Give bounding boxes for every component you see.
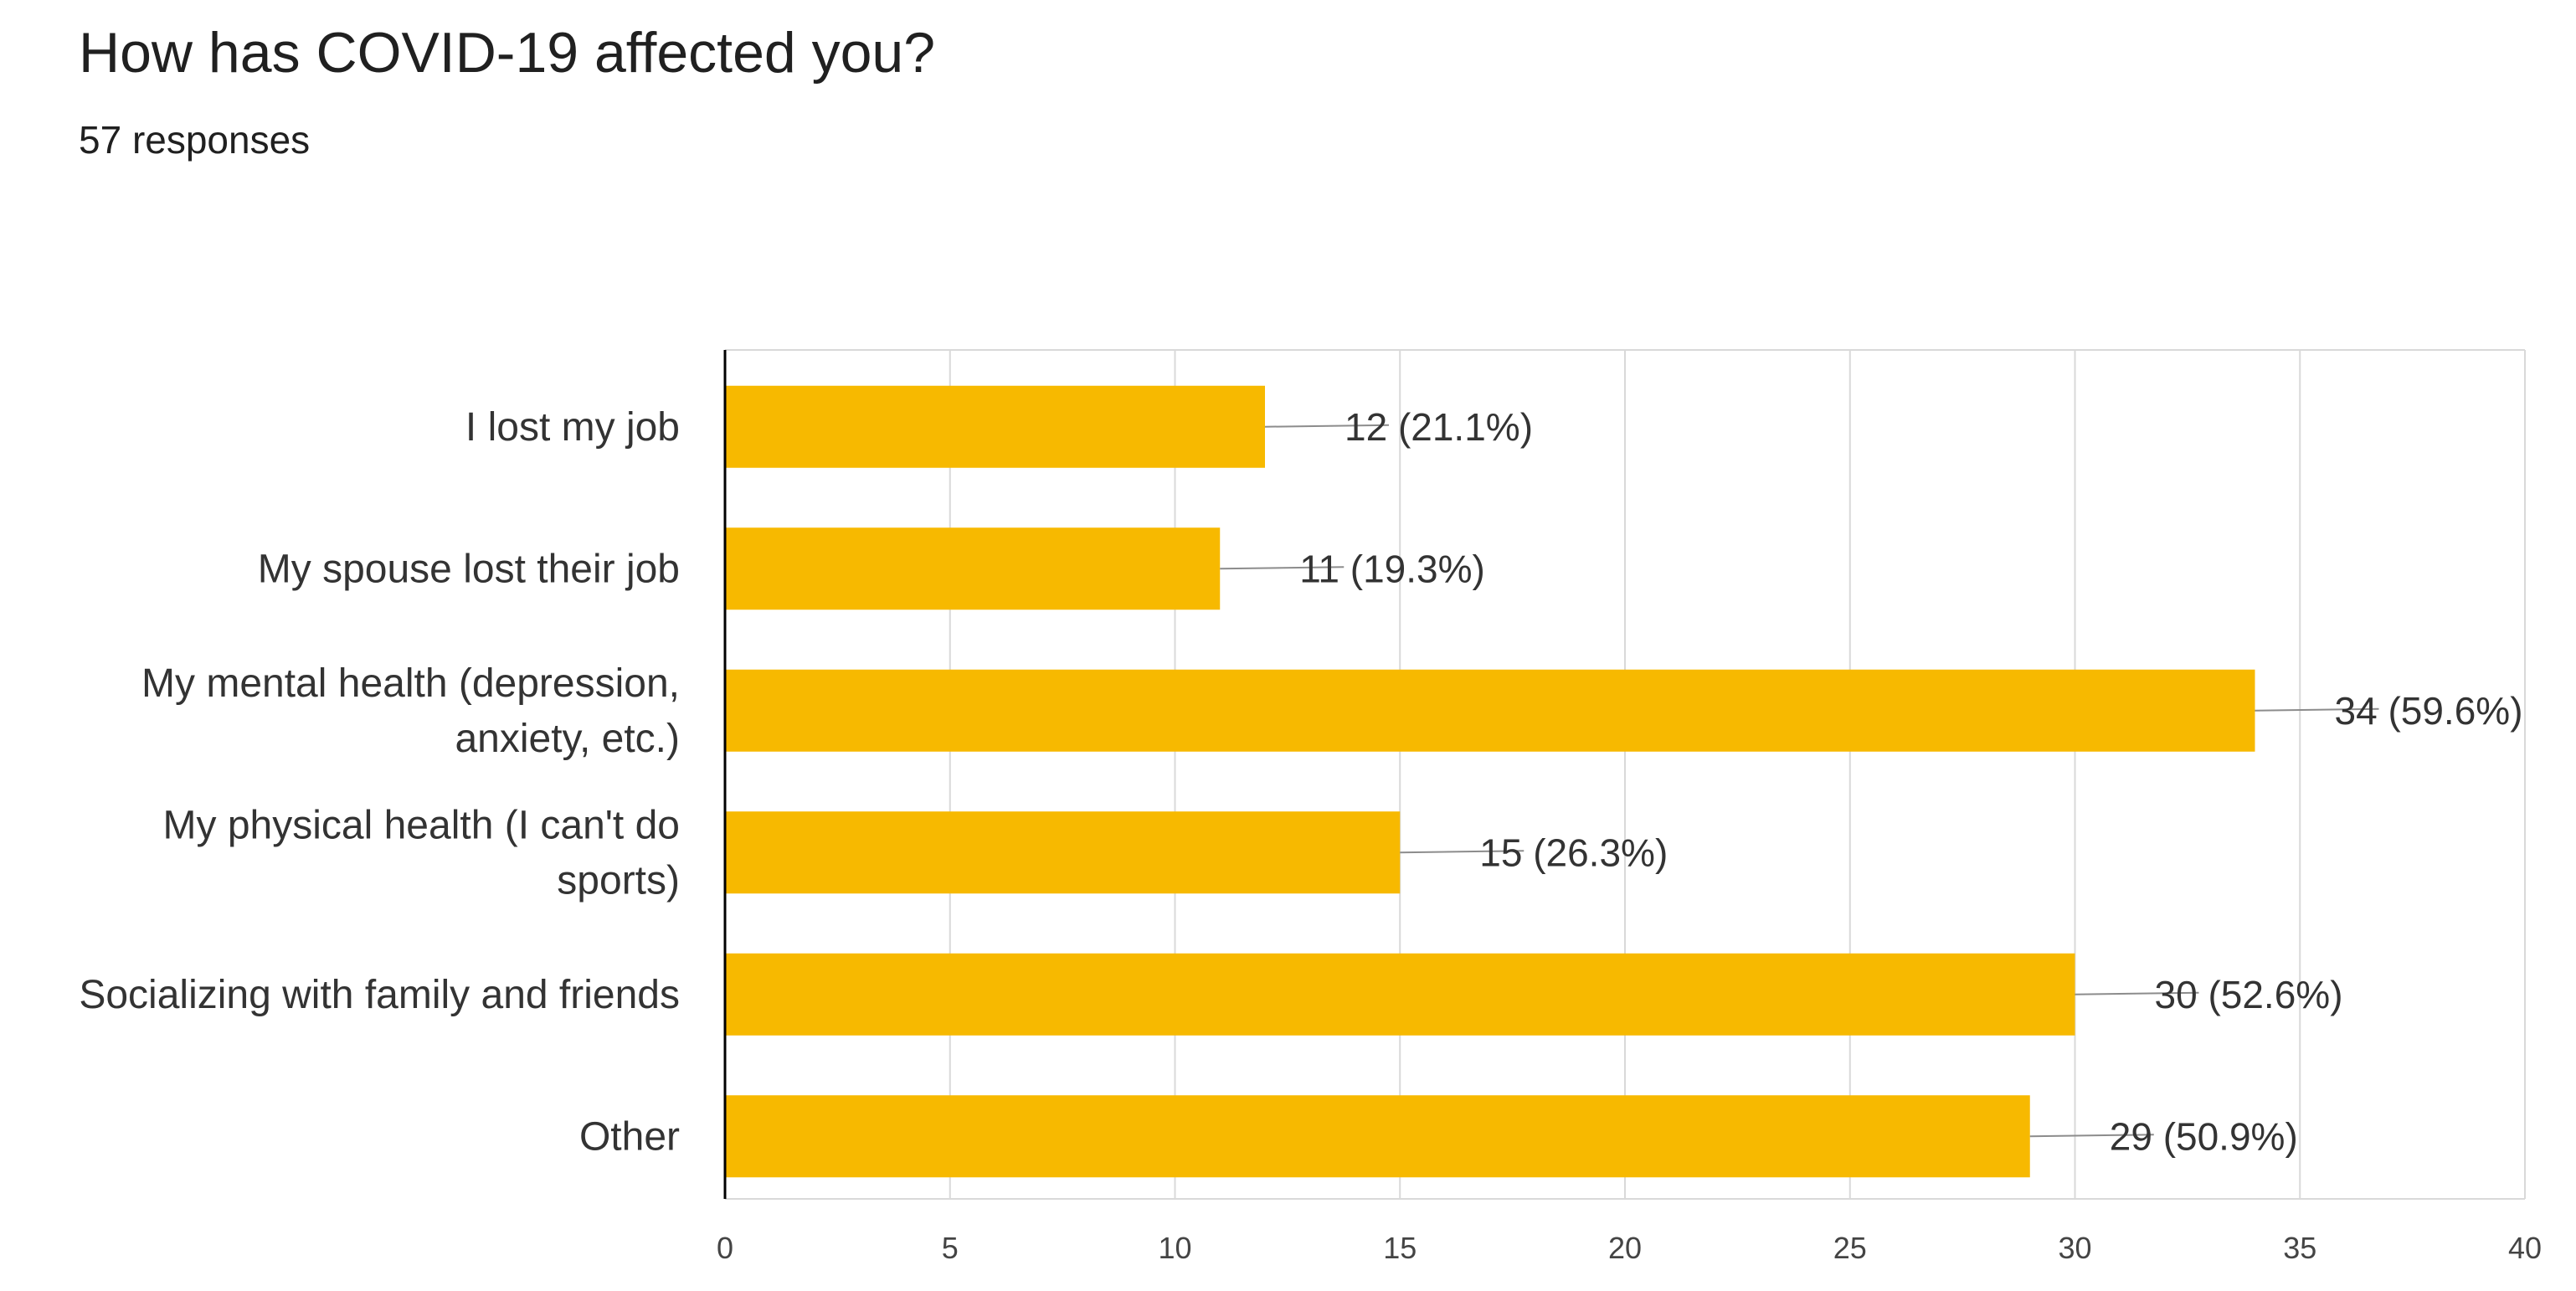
data-label-leader: [2255, 707, 2379, 712]
bar: [725, 953, 2075, 1036]
data-label-leader: [2029, 1134, 2154, 1138]
bar: [725, 811, 1401, 894]
data-label: 30 (52.6%): [2155, 973, 2343, 1016]
chart-title: How has COVID-19 affected you?: [79, 21, 936, 85]
data-label-leader: [2075, 991, 2199, 995]
category-label: Socializing with family and friends: [79, 973, 680, 1017]
x-tick-label: 40: [2508, 1231, 2542, 1265]
x-tick-label: 5: [942, 1231, 959, 1265]
data-label: 29 (50.9%): [2110, 1114, 2298, 1158]
x-tick-label: 0: [717, 1231, 733, 1265]
category-label: sports): [557, 858, 680, 903]
x-tick-label: 30: [2058, 1231, 2091, 1265]
category-label: I lost my job: [465, 405, 680, 450]
data-label-leader: [1220, 566, 1345, 570]
category-labels: I lost my job My spouse lost their job My …: [79, 405, 680, 1160]
data-label-leader: [1400, 850, 1525, 854]
x-tick-label: 15: [1383, 1231, 1417, 1265]
bar: [725, 527, 1221, 610]
data-label-leader: [1264, 424, 1390, 428]
x-tick-label: 20: [1608, 1231, 1642, 1265]
bars: [725, 385, 2255, 1178]
x-tick-label: 25: [1833, 1231, 1867, 1265]
category-label: My mental health (depression,: [141, 661, 680, 706]
data-label: 12 (21.1%): [1345, 405, 1533, 449]
x-tick-labels: 0 5 10 15 20 25 30 35 40: [717, 1231, 2542, 1265]
bar: [725, 385, 1265, 468]
category-label: My spouse lost their job: [258, 547, 680, 591]
response-count: 57 responses: [79, 118, 311, 162]
bar: [725, 1095, 2030, 1178]
category-label: My physical health (I can't do: [163, 803, 680, 847]
x-tick-label: 10: [1158, 1231, 1191, 1265]
data-label: 11 (19.3%): [1299, 547, 1485, 590]
category-label: anxiety, etc.): [455, 717, 680, 761]
data-label: 34 (59.6%): [2335, 689, 2523, 733]
data-label: 15 (26.3%): [1479, 831, 1668, 874]
x-tick-label: 35: [2283, 1231, 2316, 1265]
data-label-leaders: [1220, 424, 2379, 1138]
grid-lines: [725, 349, 2526, 1200]
category-label: Other: [579, 1114, 680, 1159]
bar: [725, 669, 2255, 752]
data-labels: 12 (21.1%) 11 (19.3%) 34 (59.6%) 15 (26.3%)…: [1299, 405, 2522, 1159]
